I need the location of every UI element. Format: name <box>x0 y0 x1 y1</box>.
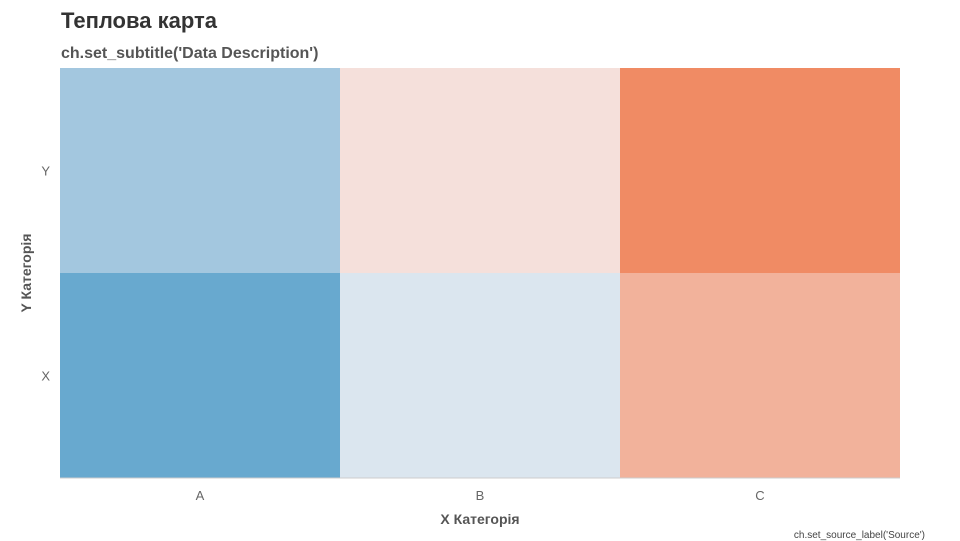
y-tick-label: X <box>41 369 50 384</box>
heatmap-cell-A-Y <box>60 68 340 273</box>
heatmap-cell-B-Y <box>340 68 620 273</box>
chart-subtitle: ch.set_subtitle('Data Description') <box>61 45 319 62</box>
heatmap-cell-A-X <box>60 273 340 478</box>
heatmap-cells <box>60 68 900 478</box>
heatmap-cell-B-X <box>340 273 620 478</box>
chart-title: Теплова карта <box>61 8 217 33</box>
heatmap-cell-C-Y <box>620 68 900 273</box>
y-axis-title: Y Категорія <box>18 234 34 313</box>
y-tick-labels: XY <box>41 164 50 384</box>
x-tick-label: B <box>476 488 485 503</box>
source-label: ch.set_source_label('Source') <box>793 530 925 541</box>
x-tick-labels: A B C <box>196 488 765 503</box>
y-tick-label: Y <box>41 164 50 179</box>
x-axis-title: X Категорія <box>440 511 519 527</box>
x-tick-label: C <box>755 488 764 503</box>
heatmap-cell-C-X <box>620 273 900 478</box>
x-tick-label: A <box>196 488 205 503</box>
